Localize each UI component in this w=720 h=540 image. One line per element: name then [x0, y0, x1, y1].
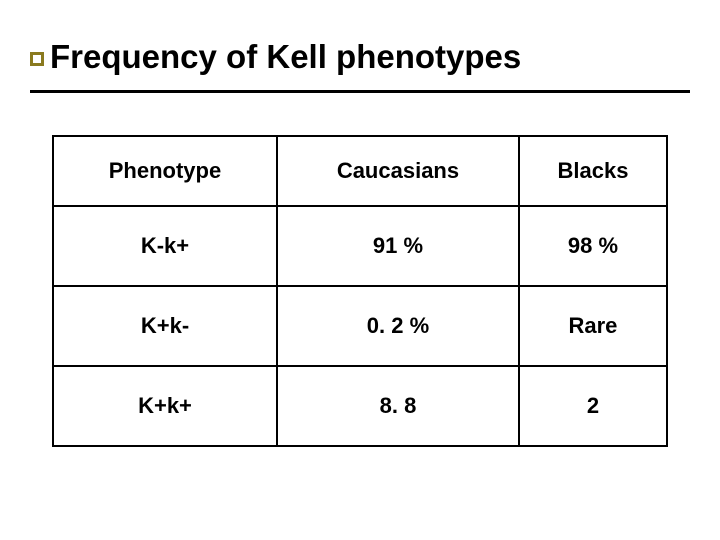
phenotype-table: Phenotype Caucasians Blacks K-k+ 91 % 98… [52, 135, 668, 447]
col-header-blacks: Blacks [519, 136, 667, 206]
cell-phenotype: K+k+ [53, 366, 277, 446]
col-header-caucasians: Caucasians [277, 136, 519, 206]
table-header-row: Phenotype Caucasians Blacks [53, 136, 667, 206]
cell-blacks: 2 [519, 366, 667, 446]
cell-blacks: 98 % [519, 206, 667, 286]
table-row: K-k+ 91 % 98 % [53, 206, 667, 286]
cell-caucasians: 0. 2 % [277, 286, 519, 366]
title-bullet-icon [30, 52, 44, 66]
title-row: Frequency of Kell phenotypes [30, 38, 690, 86]
cell-blacks: Rare [519, 286, 667, 366]
cell-phenotype: K+k- [53, 286, 277, 366]
slide: Frequency of Kell phenotypes Phenotype C… [0, 0, 720, 540]
cell-caucasians: 8. 8 [277, 366, 519, 446]
cell-phenotype: K-k+ [53, 206, 277, 286]
table-row: K+k- 0. 2 % Rare [53, 286, 667, 366]
table-row: K+k+ 8. 8 2 [53, 366, 667, 446]
page-title: Frequency of Kell phenotypes [50, 38, 521, 75]
cell-caucasians: 91 % [277, 206, 519, 286]
title-divider [30, 90, 690, 93]
table-container: Phenotype Caucasians Blacks K-k+ 91 % 98… [30, 135, 690, 447]
col-header-phenotype: Phenotype [53, 136, 277, 206]
